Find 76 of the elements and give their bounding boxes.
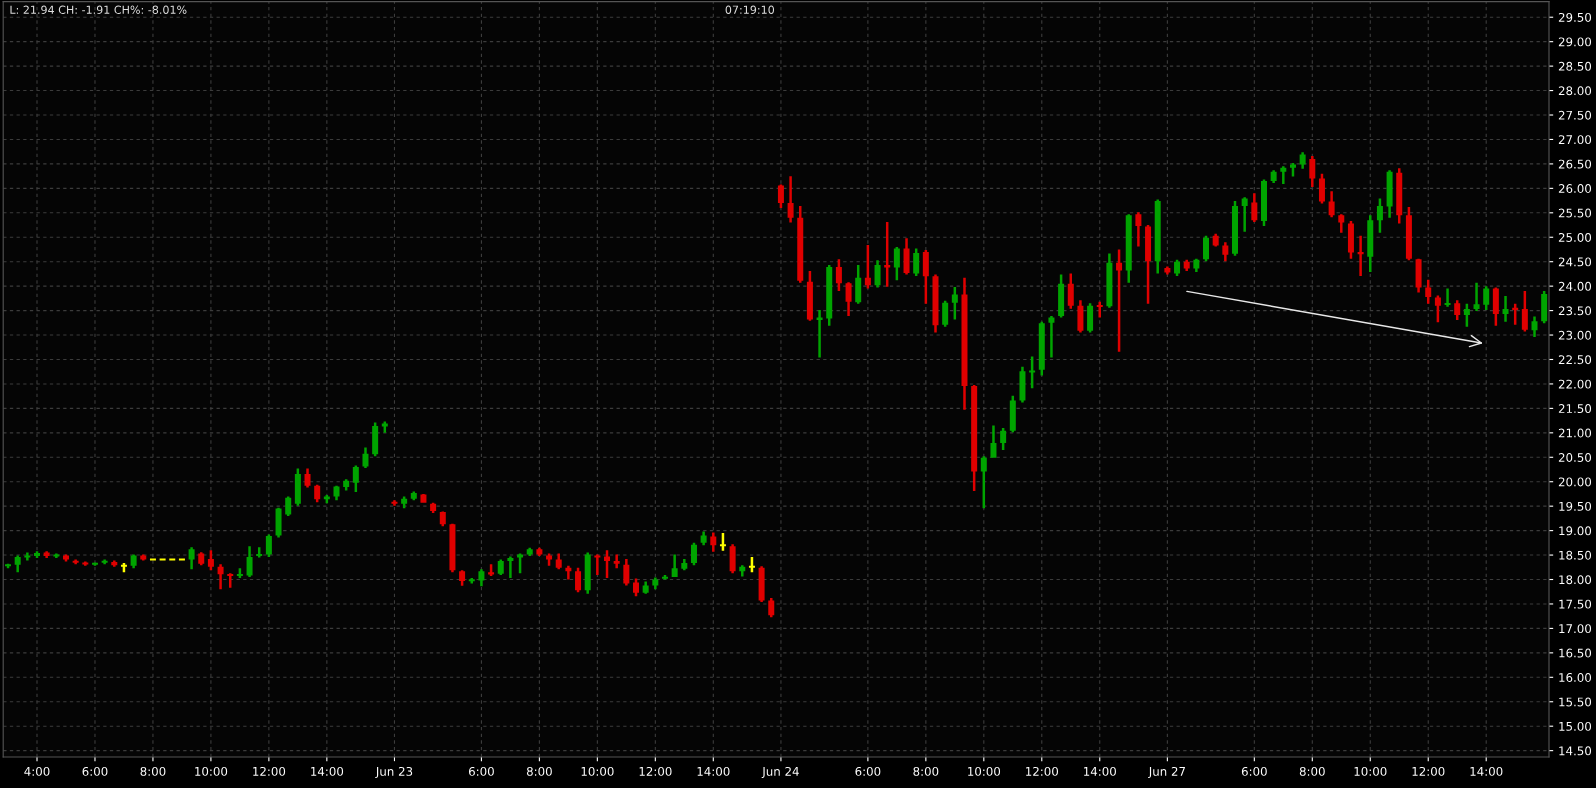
candlestick [1096, 301, 1103, 318]
y-tick-label: 29.50 [1558, 12, 1592, 22]
x-tick-label: 12:00 [1026, 766, 1059, 776]
y-tick-label: 22.50 [1558, 355, 1592, 365]
candlestick [1338, 214, 1345, 233]
candlestick [1135, 212, 1142, 247]
x-tick-label: 10:00 [1354, 766, 1387, 776]
y-tick-label: 25.50 [1558, 208, 1592, 218]
candlestick [565, 565, 572, 580]
y-tick-label: 24.00 [1558, 281, 1592, 291]
y-tick-label: 28.00 [1558, 86, 1592, 96]
x-tick-label: Jun 23 [375, 766, 413, 779]
candlestick [507, 556, 514, 579]
x-tick-label: Jun 24 [761, 766, 799, 779]
y-tick-label: 19.00 [1559, 526, 1592, 536]
y-tick-label: 18.50 [1559, 550, 1592, 560]
x-tick-label: 6:00 [1241, 766, 1267, 776]
candlestick [217, 564, 224, 590]
candlestick [613, 554, 620, 569]
candlestick [1473, 282, 1480, 312]
y-tick-label: 18.00 [1559, 575, 1592, 585]
x-tick-label: 14:00 [1084, 766, 1116, 776]
y-tick-label: 21.50 [1558, 404, 1592, 414]
candlestick [1502, 295, 1509, 322]
candlestick [816, 310, 823, 358]
x-tick-label: 6:00 [82, 766, 108, 776]
y-tick-label: 15.00 [1559, 721, 1592, 731]
y-tick-label: 21.00 [1558, 428, 1592, 438]
x-tick-label: 12:00 [1412, 766, 1445, 776]
y-tick-label: 19.50 [1559, 501, 1592, 511]
y-tick-label: 20.00 [1558, 477, 1592, 487]
candlestick [1444, 288, 1451, 307]
x-tick-label: 14:00 [697, 766, 730, 776]
y-tick-label: 22.00 [1558, 379, 1592, 389]
candlestick [82, 561, 89, 566]
y-tick-label: 29.00 [1558, 37, 1592, 47]
y-tick-label: 23.50 [1558, 306, 1592, 316]
candlestick [1280, 166, 1287, 184]
x-tick-label: 10:00 [968, 766, 1001, 776]
y-tick-label: 27.50 [1558, 110, 1592, 120]
candlestick [1241, 197, 1248, 232]
x-tick-label: 14:00 [311, 766, 344, 776]
y-tick-label: 26.50 [1558, 159, 1592, 169]
y-tick-label: 17.00 [1559, 624, 1592, 634]
y-tick-label: 23.00 [1558, 330, 1592, 340]
y-tick-label: 16.00 [1559, 673, 1592, 682]
y-tick-label: 16.50 [1559, 648, 1592, 658]
candlestick [1357, 235, 1364, 276]
x-tick-label: 14:00 [1470, 766, 1503, 776]
y-tick-label: 20.50 [1558, 453, 1592, 462]
x-tick-label: 8:00 [140, 766, 166, 776]
x-tick-label: 8:00 [913, 766, 939, 776]
y-tick-label: 26.00 [1558, 184, 1592, 194]
candlestick [787, 176, 794, 223]
candlestick [1048, 315, 1055, 358]
x-tick-label: 8:00 [526, 766, 552, 776]
y-tick-label: 27.00 [1558, 135, 1592, 145]
y-tick-label: 15.50 [1559, 697, 1592, 707]
x-tick-label: 10:00 [195, 766, 228, 776]
x-tick-label: 6:00 [855, 766, 881, 776]
y-tick-label: 28.50 [1558, 61, 1592, 71]
x-tick-label: Jun 27 [1148, 766, 1185, 779]
x-tick-label: 10:00 [581, 766, 614, 776]
y-tick-label: 24.50 [1558, 257, 1592, 267]
candlestick [594, 554, 601, 576]
x-tick-label: 6:00 [469, 766, 494, 776]
y-tick-label: 14.50 [1559, 746, 1592, 756]
y-tick-label: 25.00 [1558, 232, 1592, 242]
x-tick-label: 12:00 [639, 766, 672, 776]
annotation: L: 21.94 CH: -1.91 CH%: -8.01% [10, 5, 187, 14]
x-tick-label: 12:00 [253, 766, 286, 776]
y-tick-label: 17.50 [1559, 599, 1592, 609]
candlestick [391, 500, 398, 506]
x-tick-label: 8:00 [1299, 766, 1325, 776]
annotation: 07:19:10 [725, 5, 775, 14]
x-tick-label: 4:00 [24, 766, 50, 776]
